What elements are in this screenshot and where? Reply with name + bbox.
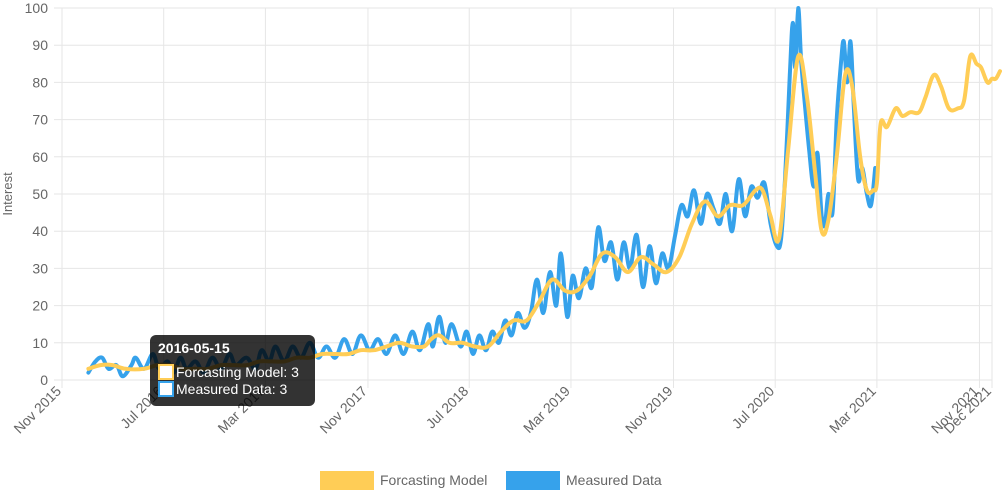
legend-item-forcasting-model[interactable]: Forcasting Model: [320, 471, 487, 490]
y-tick-label: 80: [32, 74, 48, 90]
series-line-measured-data[interactable]: [86, 5, 878, 379]
y-tick-label: 60: [32, 149, 48, 165]
legend-label: Forcasting Model: [380, 472, 487, 488]
y-tick-label: 100: [25, 0, 49, 16]
x-tick-label: Jul 2018: [423, 383, 472, 432]
x-tick-label: Nov 2017: [316, 383, 370, 437]
x-tick-label: Nov 2015: [10, 383, 64, 437]
y-tick-label: 70: [32, 112, 48, 128]
tooltip-swatch: [158, 364, 174, 380]
y-tick-label: 40: [32, 223, 48, 239]
y-tick-label: 0: [40, 372, 48, 388]
legend-label: Measured Data: [566, 472, 662, 488]
y-tick-label: 50: [32, 186, 48, 202]
grid: [54, 7, 993, 388]
series-line-forcasting-model[interactable]: [86, 52, 1002, 372]
x-tick-label: Mar 2021: [826, 383, 879, 436]
legend-item-measured-data[interactable]: Measured Data: [506, 471, 662, 490]
legend[interactable]: Forcasting Model Measured Data: [320, 471, 662, 490]
tooltip-line: Measured Data: 3: [176, 381, 287, 397]
x-tick-label: Nov 2019: [622, 383, 676, 437]
tooltip-title: 2016-05-15: [158, 340, 230, 356]
series-lines[interactable]: [86, 5, 1002, 379]
x-tick-label: Jul 2020: [729, 383, 778, 432]
legend-swatch: [506, 471, 560, 490]
y-tick-label: 30: [32, 260, 48, 276]
legend-swatch: [320, 471, 374, 490]
tooltip-line: Forcasting Model: 3: [176, 364, 299, 380]
y-axis-title: Interest: [0, 172, 15, 216]
y-tick-label: 10: [32, 335, 48, 351]
tooltip-swatch: [158, 381, 174, 397]
tooltip-box: [150, 335, 315, 406]
y-tick-label: 20: [32, 298, 48, 314]
x-tick-label: Mar 2019: [520, 383, 573, 436]
y-tick-label: 90: [32, 37, 48, 53]
y-axis: 0 10 20 30 40 50 60 70 80 90 100: [25, 0, 49, 388]
